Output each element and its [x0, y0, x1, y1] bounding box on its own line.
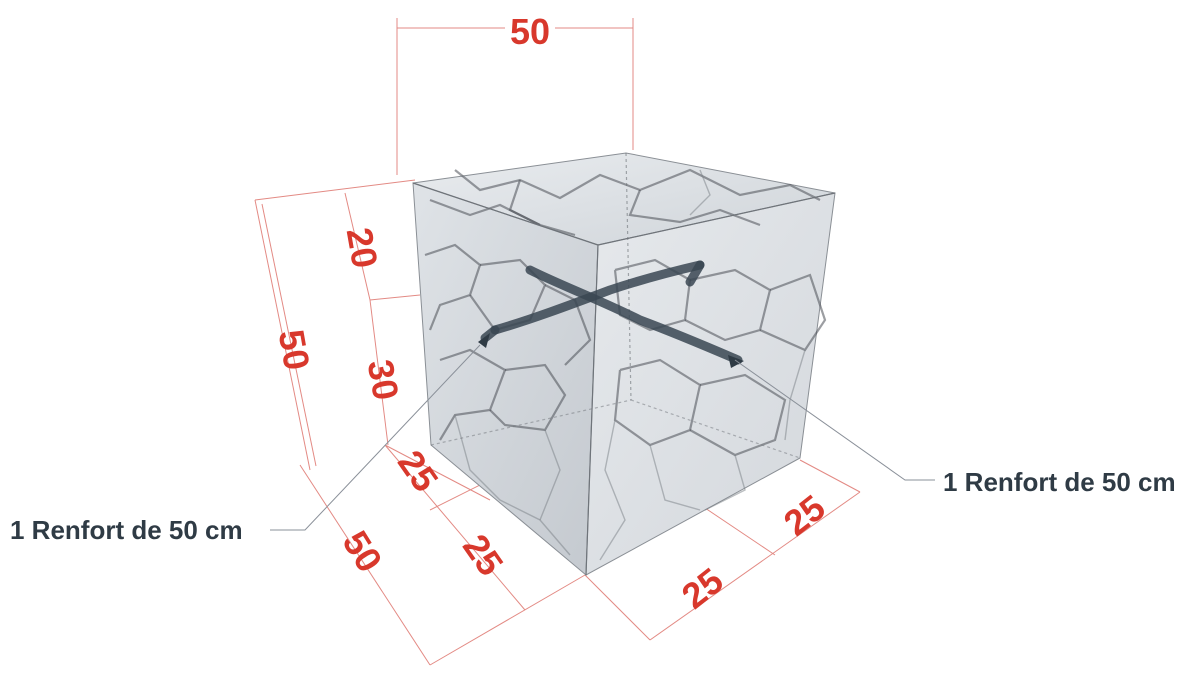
dimension-left-height: 50 — [271, 327, 318, 374]
cube — [412, 152, 836, 577]
reinforcement-bar-a — [525, 265, 743, 365]
callout-right-reinforcement: 1 Renfort de 50 cm — [943, 467, 1176, 497]
dimension-height-upper: 20 — [339, 225, 386, 272]
dimension-depth-part-2: 25 — [455, 527, 512, 583]
dimension-width-part-1: 25 — [674, 560, 731, 617]
reinforcement-bars — [478, 260, 744, 368]
callout-left-reinforcement: 1 Renfort de 50 cm — [10, 515, 243, 545]
dimension-lines — [254, 18, 861, 666]
dimension-top-width: 50 — [510, 11, 550, 52]
reinforcement-bar-b — [490, 260, 705, 335]
cube-left-face — [412, 182, 599, 577]
dimension-height-lower: 30 — [360, 357, 407, 404]
stone-texture — [424, 168, 827, 561]
dimension-width-part-2: 25 — [776, 487, 833, 544]
callout-leaders — [270, 344, 935, 531]
